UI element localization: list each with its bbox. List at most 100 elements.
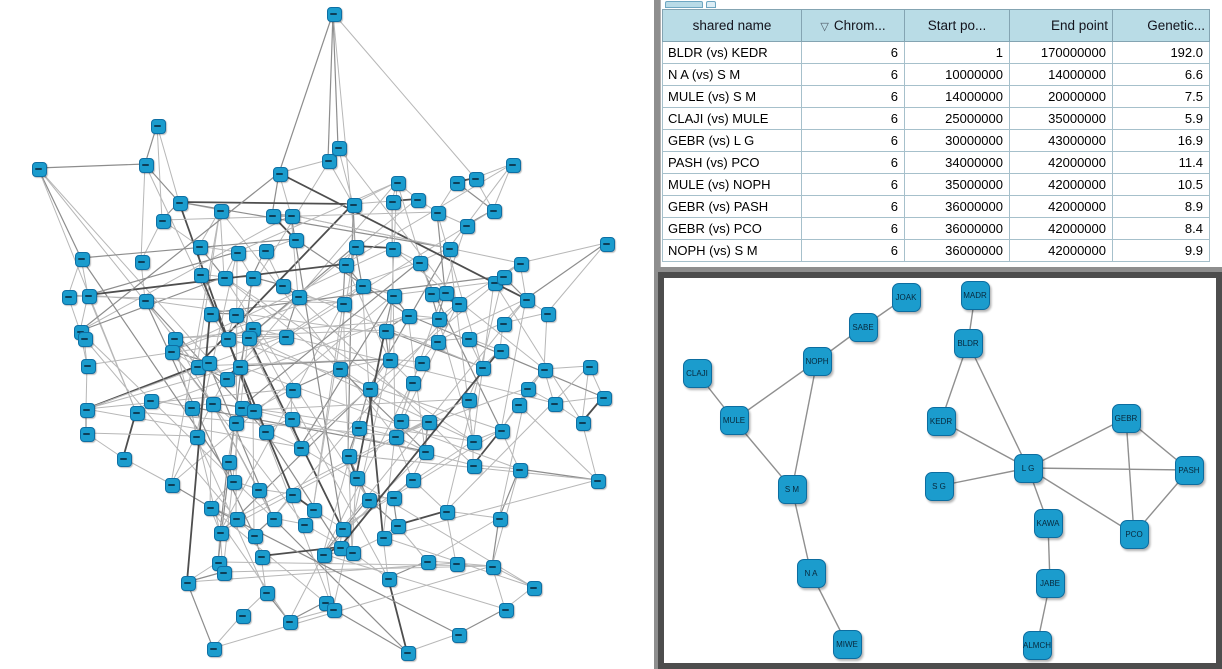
network-node[interactable] <box>80 358 96 374</box>
network-node[interactable] <box>378 323 394 339</box>
network-node[interactable] <box>272 166 288 182</box>
network-node[interactable] <box>466 434 482 450</box>
network-node[interactable] <box>79 402 95 418</box>
network-node[interactable] <box>418 444 434 460</box>
network-node[interactable] <box>498 602 514 618</box>
table-row[interactable]: MULE (vs) S M 6 14000000 20000000 7.5 <box>662 85 1210 108</box>
network-node[interactable] <box>582 359 598 375</box>
network-node[interactable] <box>361 492 377 508</box>
network-node[interactable] <box>430 205 446 221</box>
network-node[interactable] <box>138 157 154 173</box>
network-node[interactable] <box>143 393 159 409</box>
network-node[interactable] <box>431 311 447 327</box>
network-node[interactable] <box>285 382 301 398</box>
network-node[interactable] <box>421 414 437 430</box>
network-node[interactable] <box>341 448 357 464</box>
network-node[interactable] <box>401 308 417 324</box>
node-bldr[interactable]: BLDR <box>953 328 983 358</box>
network-node[interactable] <box>245 270 261 286</box>
network-node[interactable] <box>393 413 409 429</box>
network-node[interactable] <box>338 257 354 273</box>
network-node[interactable] <box>405 472 421 488</box>
network-node[interactable] <box>297 517 313 533</box>
network-node[interactable] <box>219 371 235 387</box>
table-row[interactable]: N A (vs) S M 6 10000000 14000000 6.6 <box>662 63 1210 86</box>
network-node[interactable] <box>259 585 275 601</box>
table-row[interactable]: GEBR (vs) L G 6 30000000 43000000 16.9 <box>662 129 1210 152</box>
network-node[interactable] <box>336 296 352 312</box>
network-node[interactable] <box>346 197 362 213</box>
network-node[interactable] <box>466 458 482 474</box>
network-node[interactable] <box>376 530 392 546</box>
network-overview-panel[interactable] <box>0 0 654 669</box>
table-tab-fragment-small[interactable] <box>706 1 716 8</box>
network-node[interactable] <box>493 343 509 359</box>
network-node[interactable] <box>331 140 347 156</box>
node-l-g[interactable]: L G <box>1013 453 1043 483</box>
network-node[interactable] <box>278 329 294 345</box>
node-mule[interactable]: MULE <box>719 405 749 435</box>
network-node[interactable] <box>226 474 242 490</box>
column-header-genetic-distance[interactable]: Genetic... <box>1112 9 1210 42</box>
network-node[interactable] <box>235 608 251 624</box>
network-node[interactable] <box>362 381 378 397</box>
network-node[interactable] <box>326 602 342 618</box>
network-node[interactable] <box>220 331 236 347</box>
network-node[interactable] <box>430 334 446 350</box>
network-node[interactable] <box>129 405 145 421</box>
network-node[interactable] <box>321 153 337 169</box>
network-node[interactable] <box>31 161 47 177</box>
network-node[interactable] <box>496 316 512 332</box>
node-s-g[interactable]: S G <box>924 471 954 501</box>
network-node[interactable] <box>355 278 371 294</box>
network-node[interactable] <box>575 415 591 431</box>
network-node[interactable] <box>590 473 606 489</box>
network-node[interactable] <box>449 175 465 191</box>
network-node[interactable] <box>505 157 521 173</box>
network-node[interactable] <box>189 429 205 445</box>
network-node[interactable] <box>285 487 301 503</box>
network-node[interactable] <box>439 504 455 520</box>
table-tab-fragment[interactable] <box>665 1 703 8</box>
network-node[interactable] <box>205 396 221 412</box>
network-node[interactable] <box>266 511 282 527</box>
network-node[interactable] <box>265 208 281 224</box>
network-node[interactable] <box>81 288 97 304</box>
network-node[interactable] <box>351 420 367 436</box>
network-node[interactable] <box>381 571 397 587</box>
network-node[interactable] <box>201 355 217 371</box>
network-node[interactable] <box>284 411 300 427</box>
network-node[interactable] <box>382 352 398 368</box>
network-node[interactable] <box>513 256 529 272</box>
network-node[interactable] <box>410 192 426 208</box>
node-jabe[interactable]: JABE <box>1035 568 1065 598</box>
node-s-m[interactable]: S M <box>777 474 807 504</box>
network-node[interactable] <box>386 288 402 304</box>
network-node[interactable] <box>520 381 536 397</box>
network-node[interactable] <box>386 490 402 506</box>
network-node[interactable] <box>459 218 475 234</box>
network-node[interactable] <box>405 375 421 391</box>
network-node[interactable] <box>193 267 209 283</box>
network-detail-panel[interactable]: JOAK SABE NOPH CLAJI MULE S M N A MIWE MADR BLDR K… <box>658 272 1222 669</box>
network-node[interactable] <box>512 462 528 478</box>
network-node[interactable] <box>228 307 244 323</box>
network-node[interactable] <box>424 286 440 302</box>
network-node[interactable] <box>293 440 309 456</box>
network-node[interactable] <box>540 306 556 322</box>
table-row[interactable]: BLDR (vs) KEDR 6 1 170000000 192.0 <box>662 41 1210 64</box>
node-sabe[interactable]: SABE <box>848 312 878 342</box>
network-node[interactable] <box>275 278 291 294</box>
network-node[interactable] <box>485 559 501 575</box>
network-node[interactable] <box>291 289 307 305</box>
network-node[interactable] <box>216 565 232 581</box>
node-pash[interactable]: PASH <box>1174 455 1204 485</box>
node-kedr[interactable]: KEDR <box>926 406 956 436</box>
network-node[interactable] <box>348 239 364 255</box>
network-node[interactable] <box>596 390 612 406</box>
network-node[interactable] <box>494 423 510 439</box>
network-node[interactable] <box>492 511 508 527</box>
network-node[interactable] <box>442 241 458 257</box>
network-node[interactable] <box>385 194 401 210</box>
table-row[interactable]: GEBR (vs) PCO 6 36000000 42000000 8.4 <box>662 217 1210 240</box>
